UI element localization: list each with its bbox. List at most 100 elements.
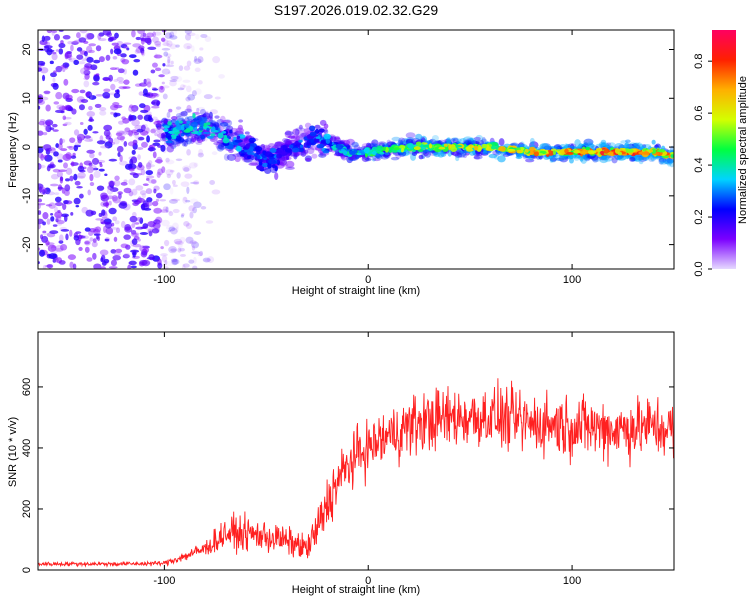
heatmap-x-tick-label: -100 <box>153 274 175 286</box>
heatmap-noise-cell <box>66 145 73 149</box>
heatmap-noise-cell <box>102 91 111 99</box>
heatmap-noise-cell <box>138 82 148 87</box>
heatmap-track-cell <box>285 156 290 160</box>
heatmap-noise-cell <box>52 129 59 132</box>
heatmap-noise-cell <box>84 227 91 232</box>
heatmap-noise-cell <box>185 222 193 229</box>
heatmap-track-halo-cell <box>166 145 175 153</box>
heatmap-track-halo-cell <box>293 151 300 157</box>
heatmap-noise-cell <box>159 209 169 213</box>
heatmap-noise-cell <box>49 247 59 254</box>
heatmap-noise-cell <box>70 44 74 52</box>
heatmap-track-cell <box>356 152 362 156</box>
heatmap-track-cell <box>192 118 200 121</box>
heatmap-track-halo-cell <box>467 139 473 146</box>
heatmap-noise-cell <box>60 40 64 44</box>
heatmap-noise-cell <box>103 88 111 93</box>
heatmap-noise-cell <box>131 252 137 256</box>
heatmap-noise-cell <box>55 65 63 73</box>
heatmap-noise-cell <box>83 50 88 57</box>
heatmap-noise-cell <box>155 67 162 72</box>
colorbar: 0.0 0.2 0.4 0.6 0.8 Normalized spectral ampl… <box>693 30 749 277</box>
heatmap-noise-cell <box>38 162 42 170</box>
heatmap-noise-cell <box>153 120 163 126</box>
heatmap-noise-cell <box>140 109 149 114</box>
heatmap-track-cell <box>240 150 245 154</box>
heatmap-noise-cell <box>134 222 140 225</box>
heatmap-noise-cell <box>175 44 180 48</box>
heatmap-noise-cell <box>178 65 184 71</box>
heatmap-noise-cell <box>170 75 179 81</box>
heatmap-noise-cell <box>204 36 212 43</box>
heatmap-track-cell <box>183 129 191 133</box>
heatmap-noise-cell <box>76 175 86 179</box>
heatmap-noise-cell <box>38 247 41 251</box>
heatmap-noise-cell <box>115 248 123 254</box>
heatmap-noise-cell <box>146 175 155 179</box>
heatmap-noise-cell <box>187 94 196 101</box>
heatmap-noise-cell <box>60 229 70 232</box>
heatmap-noise-cell <box>86 165 94 174</box>
heatmap-noise-cell <box>68 57 72 61</box>
heatmap-noise-cell <box>84 240 91 246</box>
heatmap-noise-cell <box>114 89 120 93</box>
heatmap-noise-cell <box>165 53 172 58</box>
heatmap-noise-cell <box>71 108 77 115</box>
heatmap-noise-cell <box>108 74 113 82</box>
heatmap-noise-cell <box>151 99 161 106</box>
heatmap-noise-cell <box>105 54 111 61</box>
heatmap-y-tick-label: -10 <box>21 188 33 204</box>
heatmap-track-halo-cell <box>223 153 230 161</box>
heatmap-noise-cell <box>86 149 96 154</box>
heatmap-track-halo-cell <box>592 156 599 163</box>
heatmap-noise-cell <box>137 238 141 242</box>
heatmap-track-cell <box>529 146 536 151</box>
heatmap-noise-cell <box>83 69 91 76</box>
heatmap-track-cell <box>206 127 210 132</box>
heatmap-track-halo-cell <box>244 131 250 135</box>
snr-y-tick-label: 0 <box>21 567 33 573</box>
heatmap-track-cell <box>547 150 555 156</box>
heatmap-noise-cell <box>194 88 202 95</box>
heatmap-noise-cell <box>147 147 156 152</box>
heatmap-noise-cell <box>146 164 156 168</box>
heatmap-noise-cell <box>53 151 59 157</box>
heatmap-noise-cell <box>120 243 129 249</box>
heatmap-noise-cell <box>65 152 72 160</box>
heatmap-track-cell <box>276 159 281 166</box>
heatmap-noise-cell <box>165 157 170 163</box>
chart-title: S197.2026.019.02.32.G29 <box>274 2 438 18</box>
heatmap-noise-cell <box>105 221 112 229</box>
heatmap-track-halo-cell <box>411 152 418 156</box>
heatmap-noise-cell <box>137 30 145 35</box>
heatmap-x-ticks: -100 0 100 <box>153 30 581 286</box>
heatmap-noise-cell <box>139 103 146 109</box>
heatmap-noise-cell <box>85 209 94 217</box>
heatmap-noise-cell <box>80 98 89 104</box>
heatmap-track-halo-cell <box>314 124 321 129</box>
heatmap-track-cell <box>524 148 529 153</box>
heatmap-track-cell <box>199 125 204 131</box>
heatmap-track-halo-cell <box>451 151 460 157</box>
heatmap-noise-cell <box>98 161 103 165</box>
heatmap-noise-cell <box>98 56 105 63</box>
heatmap-track-halo-cell <box>228 149 234 153</box>
heatmap-noise-cell <box>154 132 158 137</box>
heatmap-track-cell <box>422 144 430 148</box>
heatmap-y-tick-label: 0 <box>21 144 33 150</box>
heatmap-track-halo-cell <box>455 155 460 162</box>
heatmap-noise-cell <box>160 133 165 139</box>
heatmap-noise-cell <box>65 167 73 175</box>
snr-y-ticks: 0 200 400 600 <box>21 378 674 573</box>
heatmap-noise-cell <box>154 40 162 46</box>
heatmap-noise-cell <box>64 104 72 111</box>
heatmap-track-cell <box>175 124 183 130</box>
heatmap-noise-cell <box>98 151 102 156</box>
heatmap-noise-cell <box>172 179 176 185</box>
heatmap-track-halo-cell <box>180 110 188 117</box>
heatmap-noise-cell <box>49 230 59 235</box>
heatmap-track-cell <box>256 155 261 160</box>
heatmap-noise-cell <box>105 200 109 209</box>
heatmap-track-halo-cell <box>437 151 445 158</box>
